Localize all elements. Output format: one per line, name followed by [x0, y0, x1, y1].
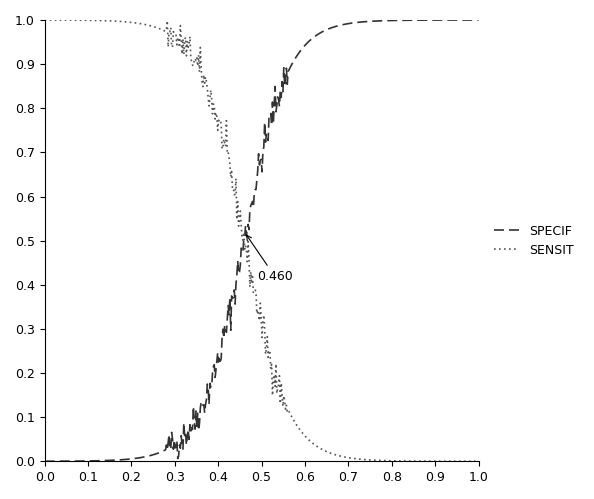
Legend: SPECIF, SENSIT: SPECIF, SENSIT	[489, 220, 579, 262]
Text: 0.460: 0.460	[247, 235, 293, 283]
